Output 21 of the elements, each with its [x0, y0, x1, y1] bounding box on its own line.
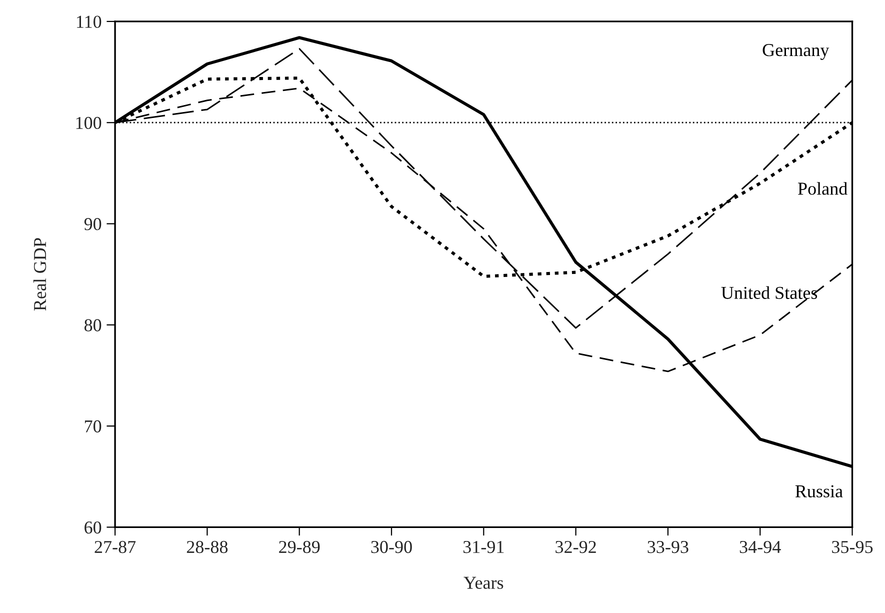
y-tick-label: 90 [84, 218, 102, 230]
series-label: Russia [795, 485, 843, 498]
x-tick-label: 33-93 [648, 540, 688, 554]
y-tick-label: 100 [76, 116, 102, 130]
y-tick-label: 80 [84, 319, 102, 332]
x-tick-label: 31-91 [463, 540, 504, 554]
x-tick-label: 29-89 [279, 540, 320, 554]
y-tick-label: 70 [84, 420, 102, 432]
x-tick-label: 34-94 [740, 540, 781, 554]
x-tick-label: 28-88 [186, 540, 228, 554]
y-tick-label: 110 [77, 16, 102, 28]
series-label: United States [721, 286, 818, 299]
series-label: Germany [762, 44, 830, 60]
y-axis-title: Real GDP [33, 238, 46, 311]
y-tick-label: 60 [84, 521, 102, 534]
x-tick-label: 30-90 [371, 540, 412, 554]
x-tick-label: 27-87 [94, 540, 136, 554]
series-label: Poland [798, 182, 848, 195]
x-tick-label: 32-92 [556, 540, 596, 554]
x-tick-label: 35-95 [832, 540, 873, 554]
x-axis-title: Years [464, 576, 504, 589]
